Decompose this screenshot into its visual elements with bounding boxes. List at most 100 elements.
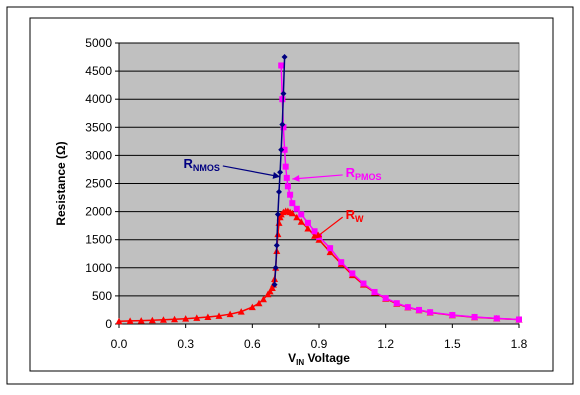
- data-point: [360, 280, 367, 287]
- y-tick-label: 5000: [85, 36, 112, 50]
- data-point: [304, 219, 311, 226]
- series-label-subscript: PMOS: [355, 172, 382, 182]
- series-label: RW: [346, 207, 364, 224]
- y-tick-label: 3500: [85, 120, 112, 134]
- data-point: [516, 316, 522, 323]
- series-pmos: [278, 62, 522, 323]
- data-point: [311, 228, 318, 235]
- series-label: RNMOS: [183, 156, 219, 173]
- data-point: [289, 200, 296, 207]
- annotation-arrow-line: [222, 165, 281, 178]
- x-axis-label-subscript: IN: [296, 358, 304, 367]
- data-point: [137, 317, 145, 324]
- x-tick-label: 1.2: [377, 337, 394, 351]
- data-point: [304, 224, 312, 232]
- data-point: [283, 174, 290, 181]
- annotation-arrowhead: [314, 231, 323, 239]
- data-point: [287, 191, 294, 198]
- data-point: [338, 259, 345, 266]
- data-point: [393, 300, 400, 307]
- series-line: [280, 65, 520, 321]
- series-nmos: [271, 54, 288, 288]
- data-point: [126, 317, 134, 324]
- data-point: [278, 62, 285, 69]
- annotation-arrowhead: [292, 174, 300, 182]
- data-point: [255, 299, 263, 307]
- data-point: [272, 264, 279, 271]
- y-tick-label: 500: [92, 289, 112, 303]
- data-point: [215, 312, 223, 319]
- annotation-arrowhead: [272, 172, 281, 179]
- data-point: [115, 317, 123, 325]
- data-point: [349, 270, 356, 277]
- x-tick-label: 1.8: [511, 337, 528, 351]
- series-label-subscript: W: [355, 214, 364, 224]
- y-tick-label: 4000: [85, 92, 112, 106]
- series-label-main: R: [346, 207, 356, 222]
- data-point: [279, 96, 286, 103]
- series-label-main: R: [346, 165, 356, 180]
- data-point: [273, 242, 280, 249]
- y-tick-label: 3000: [85, 148, 112, 162]
- x-tick-label: 0.0: [111, 337, 128, 351]
- x-axis-label: VIN Voltage: [288, 351, 350, 367]
- data-point: [404, 304, 411, 311]
- data-point: [281, 146, 288, 153]
- data-point: [288, 209, 296, 217]
- data-point: [274, 211, 281, 218]
- y-axis-ticks: 0 500 1000 1500 2000 2500 3000 3500 4000 4500 5000: [85, 36, 119, 331]
- data-point: [449, 312, 456, 319]
- data-point: [271, 281, 278, 288]
- x-tick-label: 0.6: [244, 337, 261, 351]
- data-point: [293, 205, 300, 212]
- series-label-main: R: [183, 156, 193, 171]
- x-axis-label-rest: Voltage: [304, 351, 350, 365]
- series-label-subscript: NMOS: [193, 163, 220, 173]
- data-point: [281, 54, 288, 61]
- annotation-pmos: RPMOS: [292, 165, 382, 182]
- data-point: [382, 295, 389, 302]
- y-tick-label: 2500: [85, 177, 112, 191]
- data-point: [278, 146, 285, 153]
- y-tick-label: 4500: [85, 64, 112, 78]
- data-point: [298, 211, 305, 218]
- series-label: RPMOS: [346, 165, 382, 182]
- data-point: [280, 124, 287, 131]
- data-point: [416, 306, 422, 313]
- y-tick-label: 1000: [85, 261, 112, 275]
- data-point: [268, 284, 276, 292]
- x-tick-label: 1.5: [444, 337, 461, 351]
- x-tick-label: 0.3: [177, 337, 194, 351]
- y-tick-label: 0: [105, 317, 112, 331]
- annotation-arrow-line: [292, 174, 343, 180]
- data-point: [493, 315, 500, 322]
- data-point: [226, 310, 234, 318]
- data-point: [279, 121, 286, 128]
- data-point: [471, 313, 478, 320]
- series-layer: [115, 54, 523, 325]
- x-tick-label: 0.9: [311, 337, 328, 351]
- annotation-w: RW: [314, 207, 364, 240]
- data-point: [280, 90, 287, 97]
- data-point: [371, 288, 378, 295]
- data-point: [297, 218, 305, 225]
- data-point: [277, 169, 284, 176]
- data-point: [284, 183, 291, 190]
- y-tick-label: 2000: [85, 205, 112, 219]
- y-tick-label: 1500: [85, 233, 112, 247]
- data-point: [148, 316, 156, 324]
- annotation-nmos: RNMOS: [183, 156, 281, 179]
- data-point: [248, 303, 256, 311]
- data-point: [266, 287, 274, 295]
- data-point: [327, 245, 334, 252]
- y-axis-label: Resistance (Ω): [54, 141, 68, 225]
- data-point: [293, 213, 301, 221]
- series-line: [273, 57, 286, 285]
- data-point: [182, 315, 190, 322]
- data-point: [276, 188, 282, 195]
- data-point: [237, 308, 245, 315]
- data-point: [282, 163, 289, 170]
